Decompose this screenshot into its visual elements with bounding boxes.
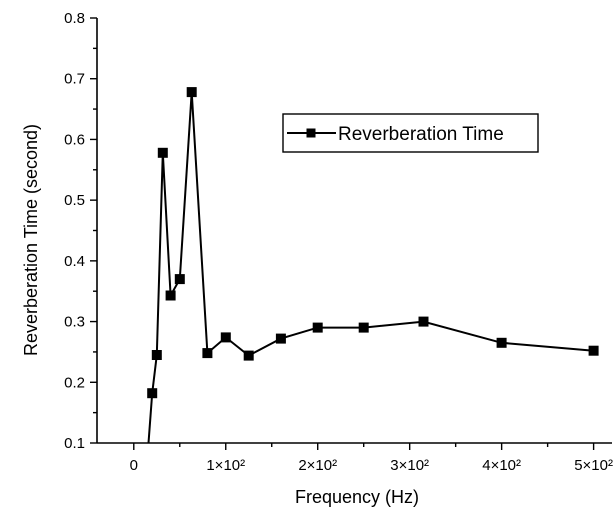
data-point bbox=[275, 333, 286, 344]
x-axis-title: Frequency (Hz) bbox=[295, 487, 419, 507]
y-tick-label: 0.7 bbox=[64, 71, 85, 88]
data-point bbox=[147, 388, 158, 399]
y-tick-label: 0.3 bbox=[64, 314, 85, 331]
y-tick-label: 0.1 bbox=[64, 435, 85, 452]
x-tick-label: 5×10² bbox=[574, 457, 613, 474]
data-point bbox=[202, 348, 213, 359]
x-tick-label: 2×10² bbox=[298, 457, 337, 474]
x-tick-label: 3×10² bbox=[390, 457, 429, 474]
y-tick-label: 0.8 bbox=[64, 10, 85, 27]
y-axis-title: Reverberation Time (second) bbox=[21, 124, 41, 356]
data-point bbox=[496, 337, 507, 348]
data-point bbox=[157, 147, 168, 158]
data-point bbox=[165, 290, 176, 301]
data-point bbox=[186, 87, 197, 98]
data-point bbox=[358, 322, 369, 333]
y-tick-label: 0.2 bbox=[64, 374, 85, 391]
y-tick-label: 0.5 bbox=[64, 192, 85, 209]
y-ticks: 0.1 0.2 0.3 0.4 0.5 0.6 0.7 0.8 bbox=[64, 10, 97, 452]
x-tick-label: 4×10² bbox=[482, 457, 521, 474]
data-point bbox=[174, 274, 185, 285]
plot-area bbox=[147, 87, 599, 444]
data-point bbox=[418, 316, 429, 327]
y-tick-label: 0.4 bbox=[64, 253, 85, 270]
x-tick-label: 1×10² bbox=[206, 457, 245, 474]
x-tick-label: 0 bbox=[130, 457, 138, 474]
x-ticks: 0 1×10² 2×10² 3×10² 4×10² 5×10² bbox=[130, 443, 613, 474]
legend-marker bbox=[306, 128, 316, 138]
series-line bbox=[147, 92, 594, 444]
data-point bbox=[588, 345, 599, 356]
axes bbox=[96, 18, 612, 444]
data-point bbox=[220, 332, 231, 343]
data-point bbox=[243, 350, 254, 361]
data-point bbox=[151, 350, 162, 360]
data-point bbox=[312, 322, 323, 333]
legend: Reverberation Time bbox=[282, 113, 539, 153]
legend-label: Reverberation Time bbox=[338, 124, 504, 145]
y-tick-label: 0.6 bbox=[64, 131, 85, 148]
